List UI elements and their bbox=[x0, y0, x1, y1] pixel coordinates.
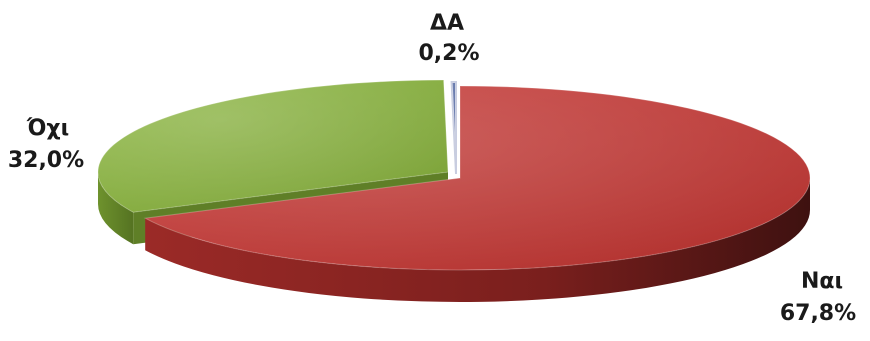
slice-label-na-name: ΔΑ bbox=[430, 11, 464, 36]
slice-side-yes bbox=[145, 178, 810, 302]
slice-label-no: Όχι 32,0% bbox=[8, 116, 84, 173]
slice-label-na-value: 0,2% bbox=[418, 41, 479, 66]
slice-label-na: ΔΑ 0,2% bbox=[418, 11, 479, 66]
slice-shine-na bbox=[451, 81, 456, 174]
slice-side-no bbox=[98, 172, 134, 245]
slice-shine-yes bbox=[145, 86, 811, 271]
slice-label-yes-value: 67,8% bbox=[780, 301, 856, 326]
slice-label-yes-name: Ναι bbox=[801, 269, 843, 294]
slice-label-no-value: 32,0% bbox=[8, 148, 84, 173]
pie-slices bbox=[97, 79, 811, 302]
slice-shine-no bbox=[98, 80, 448, 213]
slice-label-yes: Ναι 67,8% bbox=[780, 269, 856, 326]
slice-label-no-name: Όχι bbox=[26, 116, 69, 141]
